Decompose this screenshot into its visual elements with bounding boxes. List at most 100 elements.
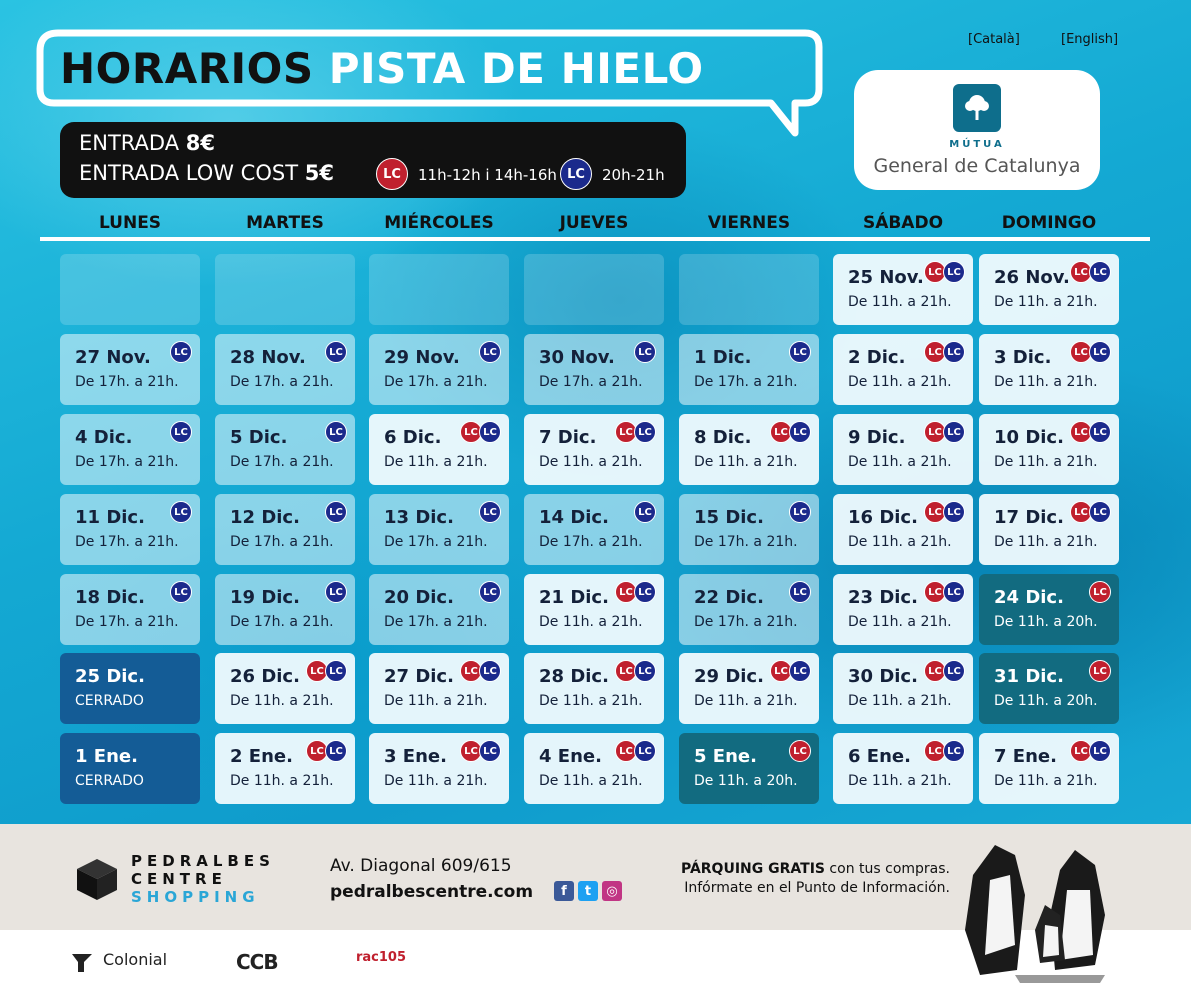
cell-hours: De 11h. a 21h. — [994, 534, 1098, 550]
calendar-day-cell: 29 Nov. De 17h. a 21h. LC — [369, 334, 509, 405]
lc-badges: LC — [634, 501, 656, 523]
lc-badges: LC — [479, 501, 501, 523]
cell-hours: De 17h. a 21h. — [694, 614, 798, 630]
cell-date: 27 Nov. — [75, 347, 151, 368]
price-line-regular: ENTRADA 8€ — [79, 131, 215, 155]
lc-blue-badge: LC — [170, 501, 192, 523]
cell-date: 14 Dic. — [539, 507, 609, 528]
cell-hours: De 11h. a 21h. — [848, 614, 952, 630]
lc-badges: LC — [170, 341, 192, 363]
calendar-day-cell: 4 Dic. De 17h. a 21h. LC — [60, 414, 200, 485]
lc-red-hours: 11h-12h i 14h-16h — [418, 166, 557, 184]
brand-line-2: CENTRE — [131, 870, 227, 888]
cell-hours: De 17h. a 21h. — [230, 374, 334, 390]
lc-red-badge: LC — [1070, 501, 1092, 523]
cell-date: 24 Dic. — [994, 587, 1064, 608]
sponsor-logo-name: General de Catalunya — [873, 155, 1081, 177]
lc-badges: LC LC — [615, 660, 656, 682]
calendar-day-cell: 3 Ene. De 11h. a 21h. LC LC — [369, 733, 509, 804]
website-link[interactable]: pedralbescentre.com — [330, 882, 534, 902]
cell-hours: De 11h. a 20h. — [994, 614, 1098, 630]
cell-hours: De 11h. a 21h. — [384, 773, 488, 789]
colonial-logo-icon — [72, 954, 92, 972]
cell-date: 26 Dic. — [230, 666, 300, 687]
cell-hours: De 11h. a 21h. — [230, 693, 334, 709]
lang-catalan-link[interactable]: [Català] — [968, 32, 1020, 47]
title-horarios: HORARIOS — [60, 44, 314, 93]
lc-blue-badge: LC — [943, 740, 965, 762]
price-lowcost-value: 5€ — [304, 161, 334, 185]
cell-date: 18 Dic. — [75, 587, 145, 608]
calendar-day-cell: 30 Nov. De 17h. a 21h. LC — [524, 334, 664, 405]
lc-badges: LC — [325, 581, 347, 603]
lc-blue-badge: LC — [789, 501, 811, 523]
cell-date: 22 Dic. — [694, 587, 764, 608]
price-line-lowcost: ENTRADA LOW COST 5€ — [79, 161, 334, 185]
cell-hours: De 11h. a 21h. — [994, 773, 1098, 789]
lang-english-link[interactable]: [English] — [1061, 32, 1119, 47]
cell-date: 1 Ene. — [75, 746, 138, 767]
day-header-2: MIÉRCOLES — [384, 213, 494, 233]
lc-blue-hours: 20h-21h — [602, 166, 665, 184]
cell-date: 25 Nov. — [848, 267, 924, 288]
cell-hours: De 11h. a 21h. — [694, 454, 798, 470]
price-regular-label: ENTRADA — [79, 131, 180, 155]
lc-blue-badge: LC — [943, 261, 965, 283]
cell-hours: De 17h. a 21h. — [384, 534, 488, 550]
title-pista: PISTA DE HIELO — [328, 44, 704, 93]
cell-hours: De 11h. a 21h. — [994, 454, 1098, 470]
cell-date: 23 Dic. — [848, 587, 918, 608]
twitter-icon[interactable]: t — [578, 881, 598, 901]
cell-hours: De 17h. a 21h. — [75, 454, 179, 470]
cell-date: 5 Ene. — [694, 746, 757, 767]
lc-blue-badge: LC — [170, 341, 192, 363]
lc-badges: LC LC — [1070, 421, 1111, 443]
calendar-day-cell: 4 Ene. De 11h. a 21h. LC LC — [524, 733, 664, 804]
lc-badges: LC LC — [924, 421, 965, 443]
lc-blue-badge: LC — [325, 581, 347, 603]
lc-badges: LC LC — [924, 261, 965, 283]
calendar-day-cell: 16 Dic. De 11h. a 21h. LC LC — [833, 494, 973, 565]
cell-hours: De 11h. a 20h. — [694, 773, 798, 789]
lc-red-badge: LC — [1089, 660, 1111, 682]
calendar-empty-cell — [524, 254, 664, 325]
calendar-day-cell: 7 Ene. De 11h. a 21h. LC LC — [979, 733, 1119, 804]
cell-hours: De 17h. a 21h. — [694, 534, 798, 550]
lc-blue-badge: LC — [634, 660, 656, 682]
title-frame — [36, 29, 823, 137]
lc-blue-badge: LC — [943, 660, 965, 682]
calendar-day-cell: 13 Dic. De 17h. a 21h. LC — [369, 494, 509, 565]
calendar-day-cell: 28 Nov. De 17h. a 21h. LC — [215, 334, 355, 405]
cell-date: 21 Dic. — [539, 587, 609, 608]
cell-date: 2 Dic. — [848, 347, 906, 368]
lc-blue-badge: LC — [943, 341, 965, 363]
calendar-day-cell: 8 Dic. De 11h. a 21h. LC LC — [679, 414, 819, 485]
lc-badges: LC — [789, 581, 811, 603]
lc-red-badge: LC — [1089, 581, 1111, 603]
cell-date: 10 Dic. — [994, 427, 1064, 448]
lc-blue-badge: LC — [479, 581, 501, 603]
cell-hours: De 17h. a 21h. — [75, 614, 179, 630]
facebook-icon[interactable]: f — [554, 881, 574, 901]
calendar-day-cell: 5 Ene. De 11h. a 20h. LC — [679, 733, 819, 804]
calendar-day-cell: 10 Dic. De 11h. a 21h. LC LC — [979, 414, 1119, 485]
lc-blue-badge: LC — [1089, 501, 1111, 523]
lc-badges: LC LC — [615, 421, 656, 443]
parking-line-2: Infórmate en el Punto de Información. — [684, 880, 950, 896]
calendar-day-cell: 14 Dic. De 17h. a 21h. LC — [524, 494, 664, 565]
cell-hours: De 11h. a 21h. — [848, 374, 952, 390]
cell-hours: De 17h. a 21h. — [694, 374, 798, 390]
calendar-day-cell: 25 Nov. De 11h. a 21h. LC LC — [833, 254, 973, 325]
calendar-day-cell: 19 Dic. De 17h. a 21h. LC — [215, 574, 355, 645]
address: Av. Diagonal 609/615 — [330, 856, 512, 876]
lc-blue-badge: LC — [479, 341, 501, 363]
lc-badges: LC LC — [1070, 740, 1111, 762]
cell-hours: De 11h. a 21h. — [539, 614, 643, 630]
cell-hours: De 11h. a 21h. — [994, 374, 1098, 390]
cell-hours: De 17h. a 21h. — [230, 614, 334, 630]
instagram-icon[interactable]: ◎ — [602, 881, 622, 901]
cell-hours: De 11h. a 21h. — [848, 294, 952, 310]
calendar-day-cell: 21 Dic. De 11h. a 21h. LC LC — [524, 574, 664, 645]
lc-badges: LC — [789, 501, 811, 523]
calendar-day-cell: 7 Dic. De 11h. a 21h. LC LC — [524, 414, 664, 485]
